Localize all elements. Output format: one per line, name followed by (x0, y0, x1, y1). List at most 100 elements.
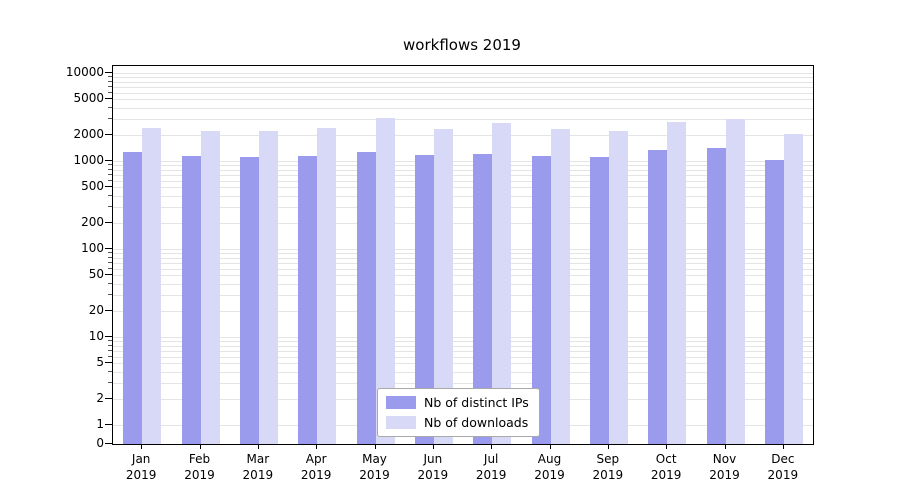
legend-label-downloads: Nb of downloads (424, 415, 529, 430)
x-tick-year: 2019 (534, 468, 565, 482)
x-tick-label: Oct 2019 (637, 451, 695, 483)
y-tick-mark (105, 72, 112, 73)
y-minor-tick-mark (108, 267, 112, 269)
x-tick-month: Mar (246, 452, 270, 466)
gridline (113, 196, 813, 198)
y-tick-label: 0 (96, 436, 104, 450)
y-tick-mark (105, 336, 112, 337)
legend-item-downloads: Nb of downloads (386, 415, 529, 430)
x-tick-label: Jul 2019 (462, 451, 520, 483)
x-tick-mark (257, 444, 259, 449)
bar-downloads (142, 127, 162, 444)
y-minor-tick-mark (108, 252, 112, 254)
x-tick-year: 2019 (650, 468, 682, 482)
chart-title: workflows 2019 (403, 36, 521, 54)
y-tick-mark (105, 309, 112, 311)
y-minor-tick-mark (108, 85, 112, 87)
gridline (113, 174, 813, 176)
gridline (113, 310, 813, 312)
bar-distinct-ips (764, 160, 784, 444)
legend-item-distinct-ips: Nb of distinct IPs (386, 395, 529, 410)
x-tick-mark (724, 444, 726, 449)
x-tick-month: Jun (423, 452, 443, 466)
x-tick-label: Jan 2019 (112, 451, 170, 483)
gridline (113, 222, 813, 224)
y-tick-label: 10000 (65, 65, 104, 79)
x-tick-year: 2019 (767, 468, 799, 482)
x-tick-year: 2019 (242, 468, 274, 482)
x-tick-month: May (362, 452, 387, 466)
gridline (113, 345, 813, 347)
bar-downloads (783, 133, 803, 444)
y-minor-tick-mark (108, 349, 112, 351)
x-tick-mark (316, 444, 318, 449)
x-tick-label: Feb 2019 (171, 451, 229, 483)
y-minor-tick-mark (108, 261, 112, 263)
x-tick-label: Aug 2019 (521, 451, 579, 483)
gridline (113, 165, 813, 167)
x-tick-mark (491, 444, 493, 449)
x-tick-year: 2019 (475, 468, 507, 482)
y-minor-tick-mark (108, 179, 112, 181)
gridline (113, 341, 813, 343)
y-tick-mark (105, 397, 112, 399)
y-minor-tick-mark (108, 382, 112, 383)
y-tick-label: 20 (88, 302, 104, 317)
legend-label-distinct-ips: Nb of distinct IPs (424, 395, 529, 410)
x-tick-label: Jun 2019 (404, 451, 462, 483)
bar-downloads (375, 118, 395, 444)
y-minor-tick-mark (108, 118, 112, 119)
gridline (113, 350, 813, 352)
bar-downloads (667, 121, 687, 444)
legend: Nb of distinct IPs Nb of downloads (377, 388, 540, 437)
y-minor-tick-mark (108, 195, 112, 197)
y-tick-label: 1 (96, 417, 104, 431)
bar-downloads (725, 119, 745, 444)
x-tick-mark (782, 444, 784, 449)
y-minor-tick-mark (108, 168, 112, 170)
y-tick-label: 50 (88, 267, 104, 282)
bar-distinct-ips (589, 156, 609, 444)
x-tick-label: Nov 2019 (696, 451, 754, 483)
gridline (113, 249, 813, 250)
y-minor-tick-mark (108, 91, 112, 93)
x-tick-label: Apr 2019 (287, 451, 345, 483)
y-minor-tick-mark (108, 355, 112, 357)
x-tick-month: Sep (596, 452, 620, 466)
gridline (113, 295, 813, 296)
x-tick-month: Oct (655, 452, 677, 466)
legend-swatch-downloads (386, 416, 416, 429)
y-tick-mark (105, 248, 112, 249)
y-tick-label: 2 (96, 390, 104, 405)
y-minor-tick-mark (108, 164, 112, 166)
y-tick-label: 100 (81, 241, 104, 255)
gridline (113, 383, 813, 384)
x-tick-mark (432, 444, 434, 449)
y-tick-mark (105, 443, 112, 444)
x-tick-mark (549, 444, 551, 449)
y-tick-label: 5000 (73, 91, 104, 106)
gridline (113, 161, 813, 162)
x-tick-month: Apr (305, 452, 327, 466)
y-tick-mark (105, 362, 112, 364)
x-tick-year: 2019 (184, 468, 215, 482)
x-tick-mark (199, 444, 201, 449)
x-tick-month: Feb (188, 452, 211, 466)
bar-downloads (492, 123, 512, 444)
y-tick-mark (105, 186, 112, 188)
y-tick-mark (105, 160, 112, 161)
gridline (113, 99, 813, 101)
bar-distinct-ips (414, 154, 434, 444)
gridline (113, 77, 813, 79)
y-minor-tick-mark (108, 340, 112, 342)
x-tick-year: 2019 (417, 468, 449, 482)
y-tick-label: 5 (96, 355, 104, 370)
bar-distinct-ips (706, 148, 726, 444)
y-minor-tick-mark (108, 283, 112, 285)
gridline (113, 284, 813, 286)
bar-distinct-ips (298, 155, 318, 444)
x-tick-year: 2019 (125, 468, 157, 482)
y-minor-tick-mark (108, 80, 112, 82)
gridline (113, 119, 813, 120)
gridline (113, 253, 813, 255)
